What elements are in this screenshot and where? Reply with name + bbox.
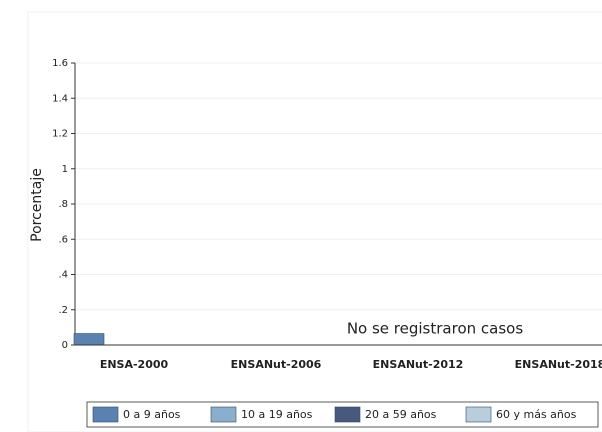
annotation: No se registraron casos: [347, 320, 524, 338]
x-tick-label: ENSANut-2018: [515, 358, 602, 371]
legend-label: 60 y más años: [496, 408, 577, 421]
legend-swatch: [334, 406, 361, 423]
y-tick-label: 1.6: [52, 58, 68, 69]
y-tick-label: 1.2: [52, 129, 68, 140]
legend-label: 10 a 19 años: [241, 408, 313, 421]
y-tick-label: .2: [58, 305, 68, 316]
chart-frame: [27, 11, 602, 432]
legend-label: 20 a 59 años: [365, 408, 437, 421]
y-tick-label: 1.4: [52, 93, 68, 104]
y-tick-label: .4: [58, 270, 68, 281]
y-axis-label: Porcentaje: [29, 168, 45, 242]
x-tick-label: ENSA-2000: [100, 358, 169, 371]
legend-swatch: [92, 406, 119, 423]
x-tick-label: ENSANut-2012: [373, 358, 464, 371]
legend-swatch: [465, 406, 492, 423]
bar: [73, 333, 105, 346]
x-tick-label: ENSANut-2006: [231, 358, 322, 371]
y-tick-label: .8: [58, 199, 68, 210]
legend-label: 0 a 9 años: [123, 408, 181, 421]
y-tick-label: .6: [58, 234, 68, 245]
legend-box: [86, 401, 599, 428]
legend-swatch: [210, 406, 237, 423]
y-tick-label: 1: [62, 164, 68, 175]
y-tick-label: 0: [62, 340, 68, 351]
